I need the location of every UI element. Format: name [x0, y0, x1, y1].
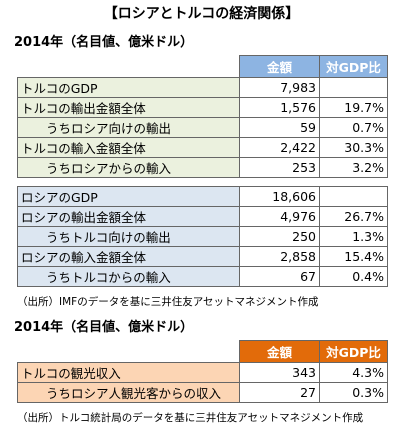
row-label: うちトルコ向けの輸出: [17, 226, 240, 247]
ratio-cell: [319, 77, 388, 98]
row-label: トルコの輸入金額全体: [17, 137, 240, 158]
header-row: 金額 対GDP比: [18, 55, 388, 78]
row-label: うちトルコからの輸入: [17, 266, 240, 287]
header-row: 金額 対GDP比: [18, 340, 388, 363]
sub-row: うちロシア向けの輸出 59 0.7%: [17, 117, 388, 138]
sub-row: うちトルコからの輸入 67 0.4%: [17, 266, 388, 287]
row-label: ロシアの輸入金額全体: [17, 246, 240, 267]
table-body: ロシアのGDP 18,606 ロシアの輸出金額全体 4,976 26.7% うちトルコ向け…: [17, 186, 388, 287]
row-label: うちロシア人観光客からの収入: [17, 382, 240, 403]
source-note: （出所）IMFのデータを基に三井住友アセットマネジメント作成: [17, 296, 319, 308]
source-note: （出所）トルコ統計局のデータを基に三井住友アセットマネジメント作成: [17, 412, 364, 424]
amount-cell: 4,976: [239, 206, 320, 227]
ratio-cell: 4.3%: [319, 362, 388, 383]
table-body: 金額 対GDP比 トルコの観光収入 343 4.3% うちロシア人観光客からの収入 27 0.…: [17, 340, 388, 403]
header-blank: [18, 341, 240, 363]
row: トルコの輸出金額全体 1,576 19.7%: [17, 97, 388, 118]
header-blank: [18, 56, 240, 78]
row-label: うちロシアからの輸入: [17, 157, 240, 178]
ratio-cell: 26.7%: [319, 206, 388, 227]
row-label: ロシアの輸出金額全体: [17, 206, 240, 227]
ratio-cell: 30.3%: [319, 137, 388, 158]
sub-row: うちロシア人観光客からの収入 27 0.3%: [17, 382, 388, 403]
table-body: 金額 対GDP比 トルコのGDP 7,983 トルコの輸出金額全体 1,576 19.7% う…: [17, 55, 388, 178]
row-label: トルコのGDP: [17, 77, 240, 98]
amount-cell: 250: [239, 226, 320, 247]
row-label: ロシアのGDP: [17, 186, 240, 207]
amount-cell: 253: [239, 157, 320, 178]
ratio-cell: 19.7%: [319, 97, 388, 118]
amount-cell: 2,858: [239, 246, 320, 267]
row-label: トルコの観光収入: [17, 362, 240, 383]
data-table: ロシアのGDP 18,606 ロシアの輸出金額全体 4,976 26.7% うちトルコ向け…: [17, 186, 388, 287]
sub-row: うちロシアからの輸入 253 3.2%: [17, 157, 388, 178]
sub-row: うちトルコ向けの輸出 250 1.3%: [17, 226, 388, 247]
amount-cell: 67: [239, 266, 320, 287]
header-cell: 対GDP比: [319, 55, 388, 78]
header-cell: 対GDP比: [319, 340, 388, 363]
ratio-cell: 0.7%: [319, 117, 388, 138]
row: トルコの観光収入 343 4.3%: [17, 362, 388, 383]
amount-cell: 59: [239, 117, 320, 138]
subtitle: 2014年（名目値、億米ドル）: [14, 320, 194, 335]
row-label: トルコの輸出金額全体: [17, 97, 240, 118]
amount-cell: 1,576: [239, 97, 320, 118]
amount-cell: 343: [239, 362, 320, 383]
row: ロシアの輸出金額全体 4,976 26.7%: [17, 206, 388, 227]
row: トルコの輸入金額全体 2,422 30.3%: [17, 137, 388, 158]
amount-cell: 2,422: [239, 137, 320, 158]
row: ロシアの輸入金額全体 2,858 15.4%: [17, 246, 388, 267]
page: 【ロシアとトルコの経済関係】 2014年（名目値、億米ドル） 金額 対GDP比 トルコ…: [0, 3, 403, 446]
header-cell: 金額: [239, 340, 320, 363]
title: 【ロシアとトルコの経済関係】: [103, 6, 300, 22]
row: トルコのGDP 7,983: [17, 77, 388, 98]
ratio-cell: 0.4%: [319, 266, 388, 287]
ratio-cell: [319, 186, 388, 207]
header-cell: 金額: [239, 55, 320, 78]
amount-cell: 18,606: [239, 186, 320, 207]
amount-cell: 27: [239, 382, 320, 403]
ratio-cell: 0.3%: [319, 382, 388, 403]
ratio-cell: 15.4%: [319, 246, 388, 267]
row-label: うちロシア向けの輸出: [17, 117, 240, 138]
ratio-cell: 1.3%: [319, 226, 388, 247]
amount-cell: 7,983: [239, 77, 320, 98]
ratio-cell: 3.2%: [319, 157, 388, 178]
row: ロシアのGDP 18,606: [17, 186, 388, 207]
data-table: 金額 対GDP比 トルコの観光収入 343 4.3% うちロシア人観光客からの収入 27 0.…: [17, 340, 388, 403]
data-table: 金額 対GDP比 トルコのGDP 7,983 トルコの輸出金額全体 1,576 19.7% う…: [17, 55, 388, 178]
subtitle: 2014年（名目値、億米ドル）: [14, 35, 194, 50]
